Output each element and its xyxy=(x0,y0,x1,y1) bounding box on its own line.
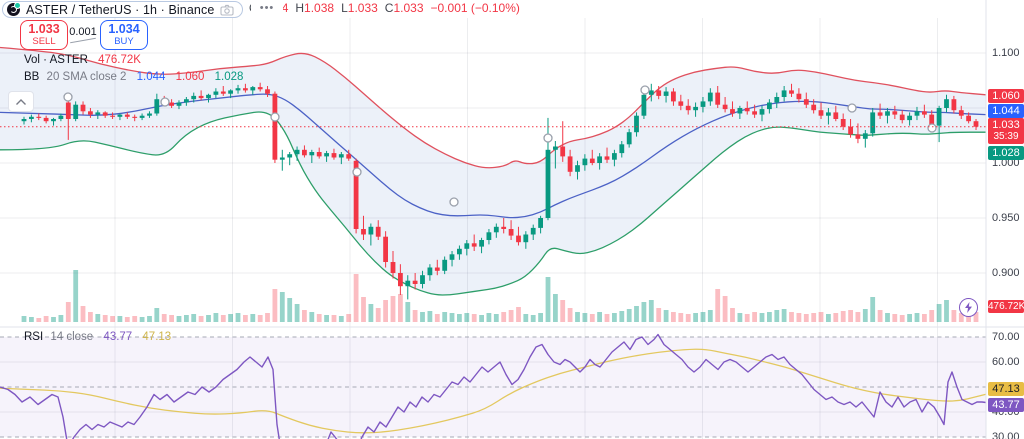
sell-label: SELL xyxy=(32,35,56,47)
flash-order-icon[interactable] xyxy=(959,298,978,317)
camera-icon[interactable] xyxy=(220,4,234,16)
aster-logo-icon xyxy=(7,2,21,16)
rsi-legend-params: 14 close xyxy=(50,331,94,343)
symbol-title: ASTER / TetherUS · 1h · Binance xyxy=(26,2,215,17)
volume-legend-row[interactable]: Vol · ASTER 476.72K xyxy=(24,54,141,66)
ohlc-low-value: 1.033 xyxy=(347,1,378,15)
ohlc-high-value: 1.038 xyxy=(304,1,335,15)
ohlc-close-label: C xyxy=(384,1,394,15)
bb-legend-row[interactable]: BB 20 SMA close 2 1.044 1.060 1.028 xyxy=(24,71,243,83)
spread-value: 0.001 xyxy=(69,26,97,38)
bb-legend-name: BB xyxy=(24,71,40,83)
sell-button[interactable]: 1.033 SELL xyxy=(20,20,68,50)
sell-price: 1.033 xyxy=(28,22,60,37)
buy-label: BUY xyxy=(114,35,134,47)
bb-upper-value: 1.060 xyxy=(175,71,205,83)
ohlc-low-label: L xyxy=(341,1,348,15)
more-options-button[interactable]: ••• xyxy=(251,0,283,16)
rsi-legend-row[interactable]: RSI 14 close 43.77 47.13 xyxy=(24,331,171,343)
rsi-ma-value: 47.13 xyxy=(142,331,172,343)
buy-button[interactable]: 1.034 BUY xyxy=(100,20,148,50)
rsi-legend-name: RSI xyxy=(24,331,44,343)
ohlc-high-label: H xyxy=(295,1,305,15)
bb-basis-value: 1.044 xyxy=(136,71,166,83)
collapse-pane-button[interactable] xyxy=(8,91,34,112)
rsi-value: 43.77 xyxy=(103,331,133,343)
buy-price: 1.034 xyxy=(108,22,140,37)
bb-legend-params: 20 SMA close 2 xyxy=(46,71,127,83)
bb-lower-value: 1.028 xyxy=(214,71,244,83)
ohlc-change: −0.001 (−0.10%) xyxy=(430,1,520,15)
ohlc-close-value: 1.033 xyxy=(393,1,424,15)
chevron-up-icon xyxy=(16,98,26,105)
volume-legend-label: Vol · ASTER xyxy=(24,54,88,66)
volume-legend-value: 476.72K xyxy=(98,54,141,66)
symbol-pill[interactable]: ASTER / TetherUS · 1h · Binance xyxy=(2,1,244,18)
